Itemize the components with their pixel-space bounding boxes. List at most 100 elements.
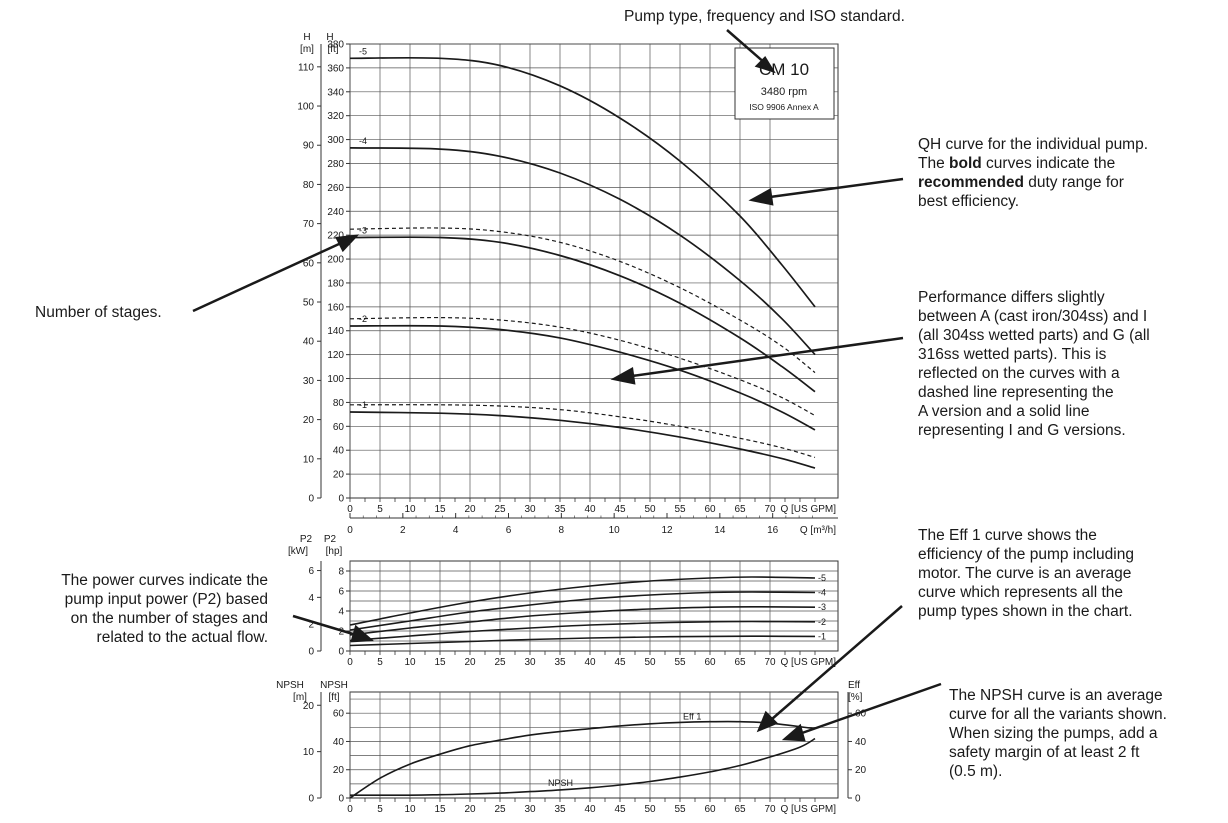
arrow-npsh (781, 682, 942, 742)
annotation-pump-type-text: Pump type, frequency and ISO standard. (624, 8, 905, 25)
ft-tick-label: 280 (327, 159, 344, 170)
npsh-curve (349, 737, 816, 797)
eff-line: motor. The curve is an average (918, 565, 1132, 582)
m-tick-label: 90 (303, 141, 315, 152)
m3h-tick-label: 2 (400, 525, 406, 536)
x-tick-label: 70 (764, 657, 776, 668)
qh-right-label: H (326, 32, 333, 43)
m-tick-label: 100 (297, 102, 314, 113)
legend-speed: 3480 rpm (761, 86, 807, 98)
annotation-qh: QH curve for the individual pump. The bo… (918, 135, 1218, 211)
eff-unit: [%] (848, 692, 863, 703)
npsh-left-label: NPSH (276, 680, 304, 691)
ft-tick-label: 20 (333, 470, 345, 481)
flow-m3h-axis: 0 2 4 6 8 10 12 14 16 Q [m³/h] (347, 513, 838, 536)
ft-tick-label: 160 (327, 302, 344, 313)
annotation-pump-type: Pump type, frequency and ISO standard. (624, 7, 905, 26)
perf-line: representing I and G versions. (918, 422, 1126, 439)
eff-line: The Eff 1 curve shows the (918, 527, 1097, 544)
arrow-qh (748, 177, 904, 206)
x-tick-label: 25 (494, 804, 506, 815)
x-tick-label: 30 (524, 657, 536, 668)
eff-line: curve which represents all the (918, 584, 1124, 601)
eff-line: pump types shown in the chart. (918, 603, 1133, 620)
x-tick-label: 5 (377, 504, 383, 515)
eff-tick-label: 0 (855, 794, 861, 805)
power-line: related to the actual flow. (96, 629, 268, 646)
annotation-eff: The Eff 1 curve shows the efficiency of … (918, 526, 1218, 621)
power-line: on the number of stages and (70, 610, 268, 627)
qh-curve (349, 324, 816, 431)
qh-curve (349, 56, 816, 308)
qh-stage-label: -4 (359, 136, 367, 146)
ft-tick-label: 260 (327, 183, 344, 194)
arrow-pump-type (726, 29, 776, 74)
ft-tick-label: 380 (327, 40, 344, 51)
npsh-ft-tick-label: 20 (333, 765, 345, 776)
eff-tick-label: 60 (855, 709, 867, 720)
m-tick-label: 80 (303, 180, 315, 191)
x-tick-label: 10 (404, 657, 416, 668)
npsh-m-tick-label: 0 (308, 794, 314, 805)
ft-tick-label: 60 (333, 422, 345, 433)
x-tick-label: 20 (464, 804, 476, 815)
x-tick-label: 45 (614, 657, 626, 668)
x-tick-label: 30 (524, 504, 536, 515)
x-tick-label: 55 (674, 657, 686, 668)
npsh-line: safety margin of at least 2 ft (949, 744, 1140, 761)
perf-line: between A (cast iron/304ss) and I (918, 308, 1148, 325)
hp-tick-label: 0 (338, 647, 344, 658)
kw-tick-label: 0 (308, 647, 314, 658)
m3h-tick-label: 14 (714, 525, 726, 536)
perf-line: 316ss wetted parts). This is (918, 346, 1107, 363)
ft-tick-label: 0 (338, 494, 344, 505)
power-stage-label: -2 (818, 617, 826, 627)
x-tick-label: 60 (704, 504, 716, 515)
annotation-npsh: The NPSH curve is an average curve for a… (949, 686, 1227, 781)
power-stage-label: -5 (818, 573, 826, 583)
x-tick-label: 55 (674, 804, 686, 815)
annotation-power: The power curves indicate the pump input… (0, 571, 268, 647)
power-left-unit: [kW] (288, 546, 308, 557)
x-tick-label: 40 (584, 657, 596, 668)
m-tick-label: 0 (308, 494, 314, 505)
perf-line: A version and a solid line (918, 403, 1090, 420)
x-tick-label: 15 (434, 657, 446, 668)
power-left-label: P2 (300, 534, 313, 545)
x-tick-label: 35 (554, 657, 566, 668)
x-tick-label: 50 (644, 804, 656, 815)
x-tick-label: 0 (347, 657, 353, 668)
npsh-m-tick-label: 10 (303, 747, 315, 758)
m-tick-label: 110 (298, 62, 314, 73)
x-tick-label: 35 (554, 504, 566, 515)
m-tick-label: 40 (303, 337, 315, 348)
m3h-tick-label: 10 (609, 525, 621, 536)
x-tick-label: 25 (494, 504, 506, 515)
power-right-unit: [hp] (326, 546, 343, 557)
ft-tick-label: 80 (333, 398, 345, 409)
arrow-stages (192, 234, 360, 313)
npsh-curve-label: NPSH (548, 778, 573, 788)
kw-tick-label: 2 (308, 620, 314, 631)
qh-stage-label: -1 (359, 400, 367, 410)
perf-line: Performance differs slightly (918, 289, 1105, 306)
ft-tick-label: 180 (327, 278, 344, 289)
arrow-eff (756, 605, 903, 733)
m3h-tick-label: 4 (453, 525, 459, 536)
qh-line2-post: curves indicate the (981, 155, 1116, 172)
qh-curve (349, 227, 816, 374)
x-tick-label: 20 (464, 504, 476, 515)
hp-tick-label: 2 (338, 627, 344, 638)
qh-left-label: H (303, 32, 310, 43)
qh-right-unit: [ft] (327, 44, 338, 55)
ft-tick-label: 320 (327, 111, 344, 122)
eff-line: efficiency of the pump including (918, 546, 1134, 563)
ft-tick-label: 240 (327, 207, 344, 218)
qh-curve (349, 404, 816, 458)
hp-tick-label: 4 (338, 607, 344, 618)
x-tick-label: 10 (404, 504, 416, 515)
m3h-tick-label: 0 (347, 525, 353, 536)
x-tick-label: 0 (347, 804, 353, 815)
